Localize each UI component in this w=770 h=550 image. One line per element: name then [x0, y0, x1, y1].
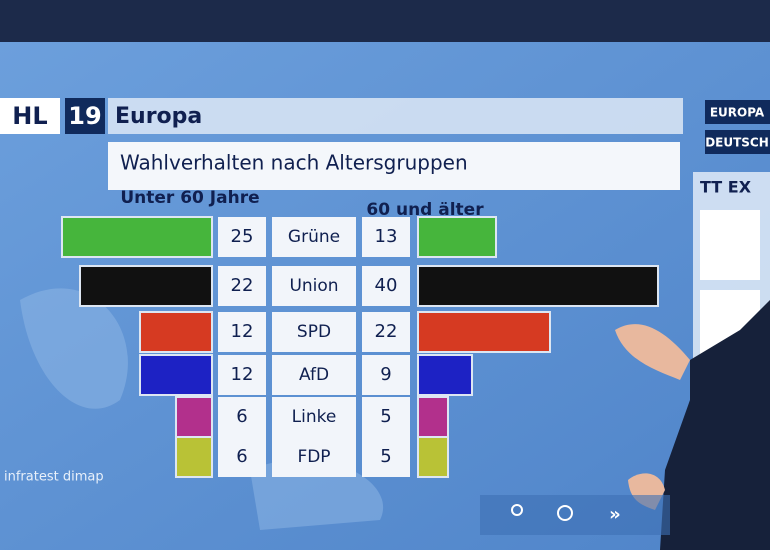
value-box [218, 437, 266, 477]
value-label: 22 [231, 275, 254, 296]
toolbar-icon[interactable]: » [609, 504, 621, 525]
category-label: SPD [297, 322, 331, 342]
bar [139, 354, 213, 396]
category-label: Union [289, 276, 338, 296]
value-box [362, 355, 410, 395]
legend-label: Unter 60 Jahre [120, 188, 259, 208]
bar [175, 436, 213, 478]
bar [417, 311, 551, 353]
bar [417, 265, 659, 307]
chart: Unter 60 Jahre 60 und älter 25 Grüne 13 22 Uni… [61, 188, 659, 478]
value-box [362, 437, 410, 477]
edition-box [65, 98, 105, 134]
bar [417, 436, 449, 478]
value-box [362, 397, 410, 437]
category-box [272, 355, 356, 395]
presenter [660, 300, 770, 550]
bar [417, 216, 497, 258]
value-box [362, 312, 410, 352]
category-box [272, 437, 356, 477]
value-label: 9 [380, 364, 391, 385]
value-box [362, 217, 410, 257]
value-label: 6 [236, 446, 247, 467]
category-box [272, 266, 356, 306]
value-label: 13 [375, 226, 398, 247]
value-label: 25 [231, 226, 254, 247]
bar [175, 396, 213, 438]
source: infratest dimap [4, 470, 104, 485]
value-box [218, 266, 266, 306]
value-label: 5 [380, 446, 391, 467]
bar [79, 265, 213, 307]
value-box [218, 217, 266, 257]
category-label: Grüne [288, 227, 340, 247]
bar [417, 396, 449, 438]
toolbar-icon[interactable] [511, 504, 523, 516]
side-tab [705, 130, 770, 154]
side-panel-title: TT EX [700, 178, 752, 197]
value-label: 22 [375, 321, 398, 342]
subtitle-box [108, 142, 680, 190]
side-tab-label: DEUTSCH [705, 136, 769, 150]
value-label: 5 [380, 406, 391, 427]
side-tab [705, 100, 770, 124]
category-label: FDP [297, 447, 330, 467]
category-box [272, 312, 356, 352]
value-box [362, 266, 410, 306]
thumbnail [700, 210, 760, 280]
chart-title: Europa [115, 104, 202, 129]
chart-subtitle: Wahlverhalten nach Altersgruppen [120, 151, 468, 175]
bar [139, 311, 213, 353]
side-tab-label: EUROPA [710, 106, 765, 120]
toolbar [480, 495, 670, 535]
bar [61, 216, 213, 258]
category-box [272, 217, 356, 257]
value-label: 6 [236, 406, 247, 427]
logo: HL [12, 102, 47, 130]
value-label: 40 [375, 275, 398, 296]
value-box [218, 397, 266, 437]
edition: 19 [68, 102, 101, 130]
presenter-hand [615, 324, 690, 380]
logo-box [0, 98, 60, 134]
category-label: AfD [299, 365, 329, 385]
bar [417, 354, 473, 396]
value-box [218, 355, 266, 395]
toolbar-icon[interactable] [557, 505, 573, 521]
title-box [108, 98, 683, 134]
value-box [218, 312, 266, 352]
value-label: 12 [231, 364, 254, 385]
category-label: Linke [292, 407, 337, 427]
value-label: 12 [231, 321, 254, 342]
category-box [272, 397, 356, 437]
legend-label: 60 und älter [366, 200, 484, 220]
